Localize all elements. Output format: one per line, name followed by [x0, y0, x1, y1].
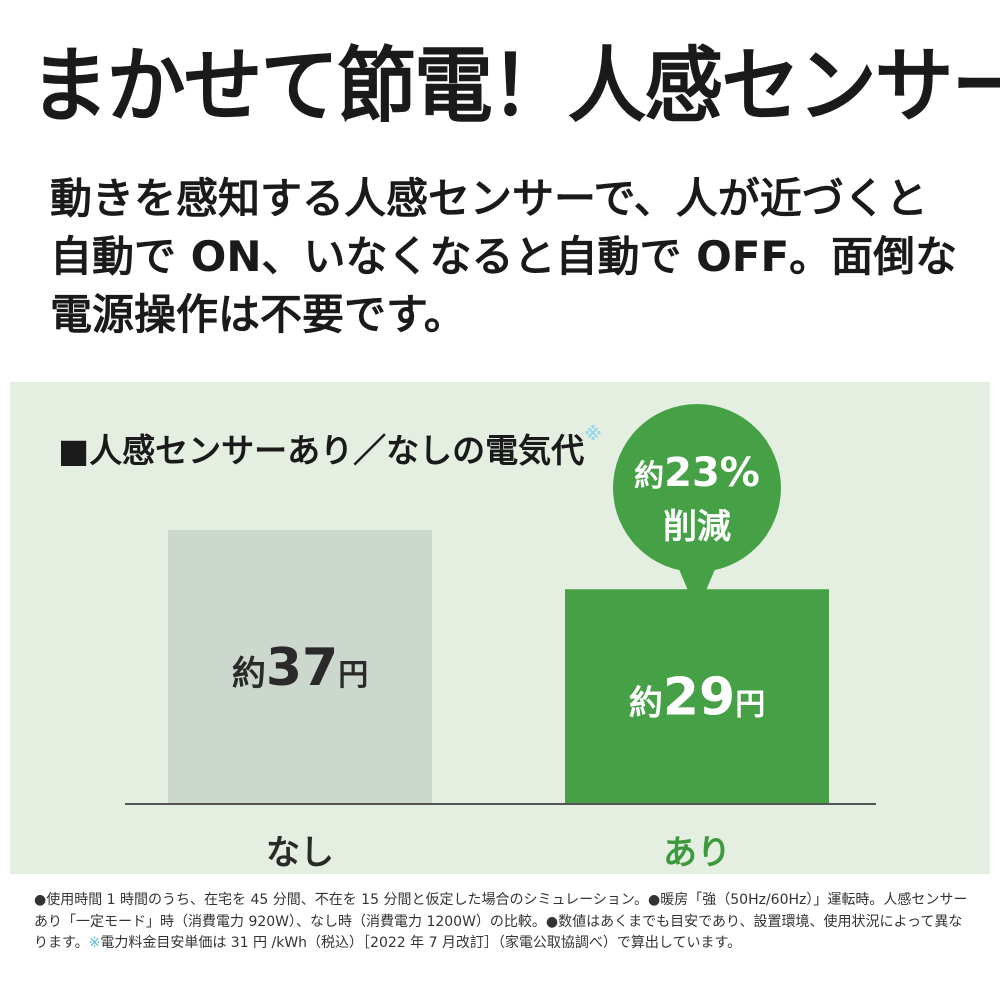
callout-pointer [676, 562, 718, 612]
callout-value: 23% [664, 450, 760, 496]
callout-line2: 削減 [663, 507, 731, 547]
footnote-part1: ●使用時間 1 時間のうち、在宅を 45 分間、不在を 15 分間と仮定した場合… [34, 892, 968, 952]
bar-without-sensor [168, 530, 432, 804]
footnote-part2: 電力料金目安単価は 31 円 /kWh（税込）［2022 年 7 月改訂］（家電… [100, 935, 742, 952]
lead-text: 動きを感知する人感センサーで、人が近づくと自動で ON、いなくなると自動で OF… [50, 174, 958, 339]
chart-title-note-mark: ※ [584, 424, 602, 445]
bar-label-without: 約37円 [232, 638, 368, 698]
bar-label-unit: 円 [735, 688, 765, 723]
chart-svg: 約37円 約29円 なし あり 約23% 削減 [125, 404, 876, 873]
bar-label-prefix: 約 [629, 684, 663, 724]
footnote: ●使用時間 1 時間のうち、在宅を 45 分間、不在を 15 分間と仮定した場合… [34, 890, 974, 955]
bar-label-with: 約29円 [629, 668, 765, 728]
reduction-callout: 約23% 削減 [613, 404, 781, 612]
bar-label-number: 29 [663, 668, 735, 728]
callout-prefix: 約 [634, 459, 664, 494]
bar-label-unit: 円 [338, 658, 368, 693]
bar-with-sensor [565, 589, 829, 804]
bar-label-prefix: 約 [232, 654, 266, 694]
bar-label-number: 37 [266, 638, 338, 698]
chart-panel: 約37円 約29円 なし あり 約23% 削減 ■人感センサーあり／なしの電気代… [10, 382, 990, 874]
headline: まかせて節電！人感センサー [30, 39, 1000, 134]
footnote-note-mark: ※ [88, 935, 101, 952]
chart-title-text: ■人感センサーあり／なしの電気代 [58, 431, 585, 470]
category-label-with: あり [663, 833, 731, 873]
callout-line1: 約23% [634, 450, 760, 496]
category-label-without: なし [266, 833, 334, 873]
callout-circle [613, 404, 781, 572]
chart-title: ■人感センサーあり／なしの電気代※ [58, 424, 602, 472]
